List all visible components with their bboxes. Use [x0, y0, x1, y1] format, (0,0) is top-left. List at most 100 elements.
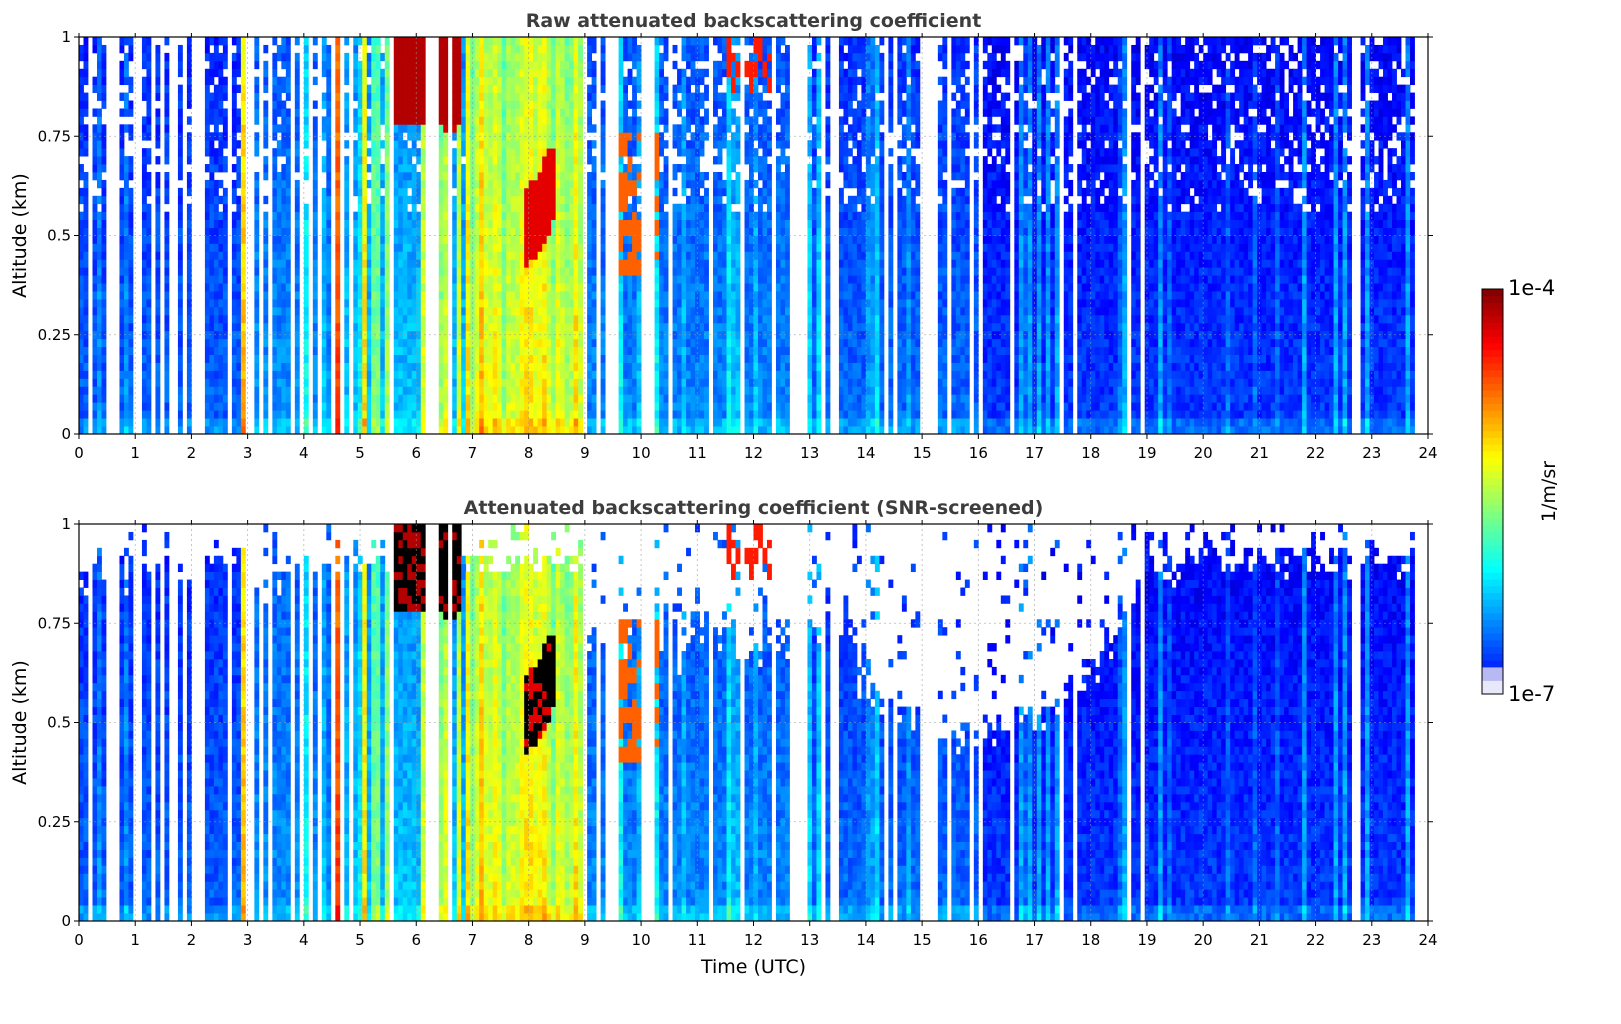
heatmap-cell — [321, 346, 327, 355]
heatmap-cell — [402, 402, 408, 411]
heatmap-cell — [461, 354, 467, 363]
heatmap-cell — [465, 84, 471, 93]
heatmap-cell — [186, 148, 192, 157]
heatmap-cell — [335, 370, 341, 379]
heatmap-cell — [398, 108, 404, 117]
heatmap-cell — [497, 426, 503, 435]
heatmap-cell — [560, 330, 566, 340]
heatmap-cell — [618, 322, 624, 332]
heatmap-cell — [281, 132, 287, 141]
heatmap-cell — [465, 243, 471, 252]
heatmap-cell — [686, 171, 691, 181]
heatmap-cell — [92, 251, 98, 260]
heatmap-cell — [726, 370, 732, 379]
heatmap-cell — [272, 251, 278, 260]
heatmap-cell — [411, 124, 417, 133]
heatmap-cell — [672, 259, 678, 268]
heatmap-cell — [79, 283, 84, 292]
heatmap-cell — [128, 394, 134, 403]
heatmap-cell — [119, 124, 125, 133]
heatmap-cell — [515, 338, 521, 348]
heatmap-cell — [564, 402, 570, 411]
heatmap-cell — [506, 362, 512, 371]
heatmap-cell — [546, 171, 552, 181]
heatmap-cell — [456, 203, 462, 213]
heatmap-cell — [375, 52, 381, 62]
heatmap-cell — [587, 394, 593, 403]
heatmap-cell — [636, 306, 642, 316]
heatmap-cell — [186, 37, 192, 46]
heatmap-cell — [326, 322, 332, 332]
heatmap-cell — [96, 148, 102, 157]
heatmap-cell — [146, 251, 152, 260]
heatmap-cell — [362, 243, 368, 252]
heatmap-cell — [407, 370, 413, 379]
heatmap-cell — [155, 402, 161, 411]
heatmap-cell — [276, 187, 282, 197]
heatmap-cell — [474, 370, 480, 379]
heatmap-cell — [371, 203, 377, 213]
heatmap-cell — [717, 116, 723, 125]
heatmap-cell — [204, 378, 210, 387]
heatmap-cell — [618, 386, 624, 395]
heatmap-cell — [362, 410, 368, 419]
heatmap-cell — [713, 219, 718, 228]
heatmap-cell — [564, 124, 570, 133]
heatmap-cell — [366, 211, 372, 221]
heatmap-cell — [371, 156, 377, 165]
heatmap-cell — [479, 291, 485, 300]
heatmap-cell — [515, 346, 521, 355]
heatmap-cell — [272, 314, 278, 324]
heatmap-cell — [528, 346, 534, 355]
heatmap-cells — [79, 37, 1415, 435]
heatmap-cell — [357, 211, 363, 221]
heatmap-cell — [101, 426, 107, 435]
heatmap-cell — [326, 314, 332, 324]
heatmap-cell — [537, 124, 543, 133]
heatmap-cell — [128, 410, 134, 419]
heatmap-cell — [600, 267, 606, 276]
heatmap-cell — [497, 243, 503, 252]
heatmap-cell — [515, 362, 521, 371]
heatmap-cell — [438, 306, 444, 316]
heatmap-cell — [627, 338, 633, 348]
heatmap-cell — [695, 306, 700, 316]
heatmap-cell — [366, 378, 372, 387]
heatmap-cell — [420, 402, 426, 411]
heatmap-cell — [627, 187, 633, 197]
heatmap-cell — [623, 116, 628, 125]
heatmap-cell — [591, 362, 597, 371]
heatmap-cell — [155, 203, 161, 213]
heatmap-cell — [321, 60, 327, 70]
heatmap-cell — [600, 275, 606, 284]
heatmap-cell — [470, 386, 476, 395]
heatmap-cell — [101, 386, 107, 395]
heatmap-cell — [492, 267, 498, 276]
heatmap-cell — [695, 275, 700, 284]
heatmap-cell — [384, 243, 390, 252]
heatmap-cell — [546, 251, 552, 260]
heatmap-cell — [506, 164, 512, 173]
heatmap-cell — [407, 227, 413, 236]
heatmap-cell — [456, 418, 462, 427]
heatmap-cell — [123, 314, 129, 324]
heatmap-cell — [533, 410, 539, 419]
heatmap-cell — [681, 251, 687, 260]
heatmap-cell — [96, 60, 102, 70]
heatmap-cell — [726, 322, 732, 332]
heatmap-cell — [510, 68, 516, 78]
heatmap-cell — [204, 322, 210, 332]
heatmap-cell — [681, 92, 687, 101]
heatmap-cell — [515, 235, 521, 244]
heatmap-cell — [663, 330, 669, 340]
heatmap-cell — [362, 156, 368, 165]
heatmap-cell — [209, 108, 215, 117]
heatmap-cell — [83, 140, 89, 149]
heatmap-cell — [326, 108, 332, 117]
heatmap-cell — [587, 52, 593, 62]
heatmap-cell — [96, 52, 102, 62]
heatmap-cell — [218, 299, 224, 308]
heatmap-cell — [393, 171, 399, 181]
heatmap-cell — [384, 314, 390, 324]
heatmap-cell — [483, 418, 489, 427]
